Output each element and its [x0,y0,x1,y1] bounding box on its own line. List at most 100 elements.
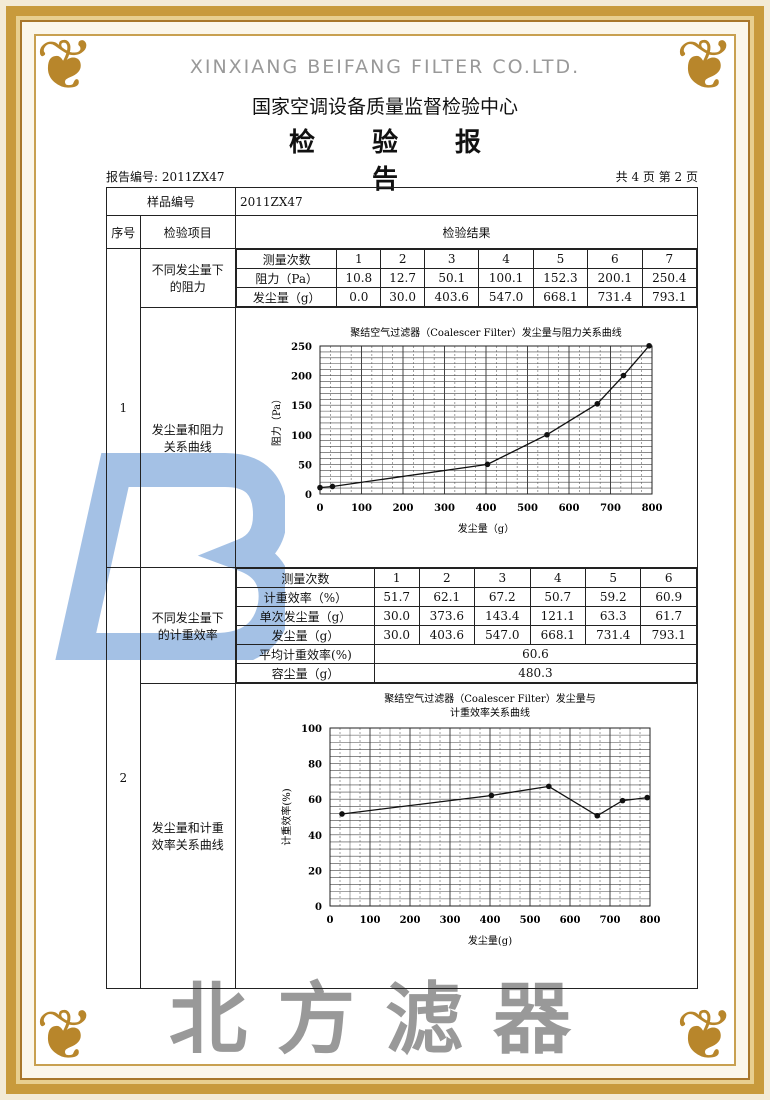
data-point [329,483,336,490]
x-tick-label: 800 [642,503,663,514]
dust-value: 793.1 [641,287,698,307]
efficiency-value: 51.7 [373,587,420,607]
row-label: 单次发尘量（g） [236,606,375,626]
data-point [620,372,627,379]
efficiency-value: 59.2 [584,587,642,607]
report-title: 检 验 报 告 [288,128,506,195]
x-tick-label: 500 [520,915,541,926]
report-table: 样品编号 2011ZX47 序号 检验项目 检验结果 1 不同发尘量下的阻力 测量次数… [106,187,698,989]
x-tick-label: 300 [434,503,455,514]
measure-count: 3 [474,568,531,588]
efficiency-value: 50.7 [529,587,587,607]
row-label: 测量次数 [236,568,375,588]
data-point [594,401,601,407]
y-tick-label: 20 [308,866,322,877]
seq-2: 2 [106,567,141,989]
avg-efficiency-label: 平均计重效率(%) [236,644,375,664]
efficiency-chart: 0 100 200 300 400 500 600 700 800 0 20 40 60 80 100 聚结空… [280,692,661,947]
dust-value: 0.0 [336,287,382,307]
row-label: 发尘量（g） [235,287,338,307]
page-info: 共 4 页 第 2 页 [615,170,698,184]
sample-value: 2011ZX47 [235,187,698,216]
corner-ornament-icon: ❦ [35,994,95,1076]
y-axis-label: 阻力（Pa） [270,394,283,446]
single-dust-value: 30.0 [373,606,420,626]
row-label: 计重效率（%） [236,587,375,607]
dust-value: 668.1 [529,625,587,645]
measure-count: 6 [640,568,697,588]
plot-frame [329,727,651,907]
dust-value: 731.4 [587,287,643,307]
y-tick-label: 0 [315,902,322,913]
chart-title: 聚结空气过滤器（Coalescer Filter）发尘量与 [384,692,595,705]
dust-value: 403.6 [424,287,480,307]
resistance-value: 12.7 [380,268,426,288]
avg-efficiency-value: 60.6 [373,644,698,664]
row-label: 发尘量（g） [236,625,375,645]
dust-value: 731.4 [584,625,642,645]
resistance-value: 200.1 [587,268,643,288]
y-tick-label: 100 [291,431,312,442]
dust-capacity-label: 容尘量（g） [236,663,375,683]
y-tick-label: 0 [305,490,312,501]
single-dust-value: 121.1 [529,606,587,626]
report-number: 报告编号: 2011ZX47 [106,170,225,184]
x-tick-label: 600 [559,503,580,514]
x-tick-label: 700 [600,503,621,514]
resistance-value: 50.1 [424,268,480,288]
x-tick-label: 700 [600,915,621,926]
y-tick-label: 150 [291,401,312,412]
data-point [619,797,626,804]
corner-ornament-icon: ❦ [675,24,735,106]
x-tick-label: 500 [517,503,538,514]
data-point [317,484,323,491]
measure-count: 4 [478,249,534,269]
dust-value: 547.0 [478,287,534,307]
dust-value: 668.1 [532,287,589,307]
resistance-value: 100.1 [478,268,534,288]
item-efficiency-curve: 发尘量和计重效率关系曲线 [139,683,237,989]
x-tick-label: 200 [393,503,414,514]
y-tick-label: 200 [291,372,312,383]
y-tick-label: 80 [308,760,322,771]
x-tick-label: 600 [560,915,581,926]
y-tick-label: 60 [308,795,322,806]
resistance-value: 10.8 [336,268,382,288]
single-dust-value: 61.7 [640,606,697,626]
data-point [339,811,345,817]
dust-capacity-value: 480.3 [373,663,698,683]
data-point [488,792,495,799]
x-tick-label: 100 [351,503,372,514]
col-item: 检验项目 [139,215,237,249]
measure-count: 1 [373,568,420,588]
measure-count: 4 [529,568,587,588]
x-tick-label: 0 [327,915,334,926]
data-point [546,783,552,790]
efficiency-value: 60.9 [640,587,697,607]
dust-value: 793.1 [640,625,697,645]
measure-count: 3 [424,249,480,269]
measure-count: 1 [336,249,382,269]
single-dust-value: 373.6 [418,606,476,626]
series-line [341,785,648,817]
y-axis-label: 计重效率(%) [280,788,293,845]
item-resistance: 不同发尘量下的阻力 [139,248,237,308]
org-title: 国家空调设备质量监督检验中心 [251,96,518,118]
x-tick-label: 0 [317,503,324,514]
x-tick-label: 300 [440,915,461,926]
resistance-table: 测量次数 1 2 3 4 5 6 7 阻力（Pa） 10.8 12.7 50.1 100.1 152.3 2… [235,249,698,307]
y-tick-label: 100 [301,724,322,735]
plot-frame [319,345,653,495]
measure-count: 2 [380,249,426,269]
x-tick-label: 800 [640,915,661,926]
row-label: 测量次数 [235,249,338,269]
row-label: 阻力（Pa） [235,268,338,288]
item-efficiency: 不同发尘量下的计重效率 [139,567,237,684]
measure-count: 7 [641,249,698,269]
efficiency-table: 测量次数 1 2 3 4 5 6 计重效率（%） 51.7 62.1 67.2 50.7 59.2 60.… [236,568,698,683]
efficiency-value: 62.1 [418,587,476,607]
chart-title: 聚结空气过滤器（Coalescer Filter）发尘量与阻力关系曲线 [350,326,621,339]
sample-label: 样品编号 [106,187,236,216]
corner-ornament-icon: ❦ [35,24,95,106]
y-tick-label: 40 [308,831,322,842]
